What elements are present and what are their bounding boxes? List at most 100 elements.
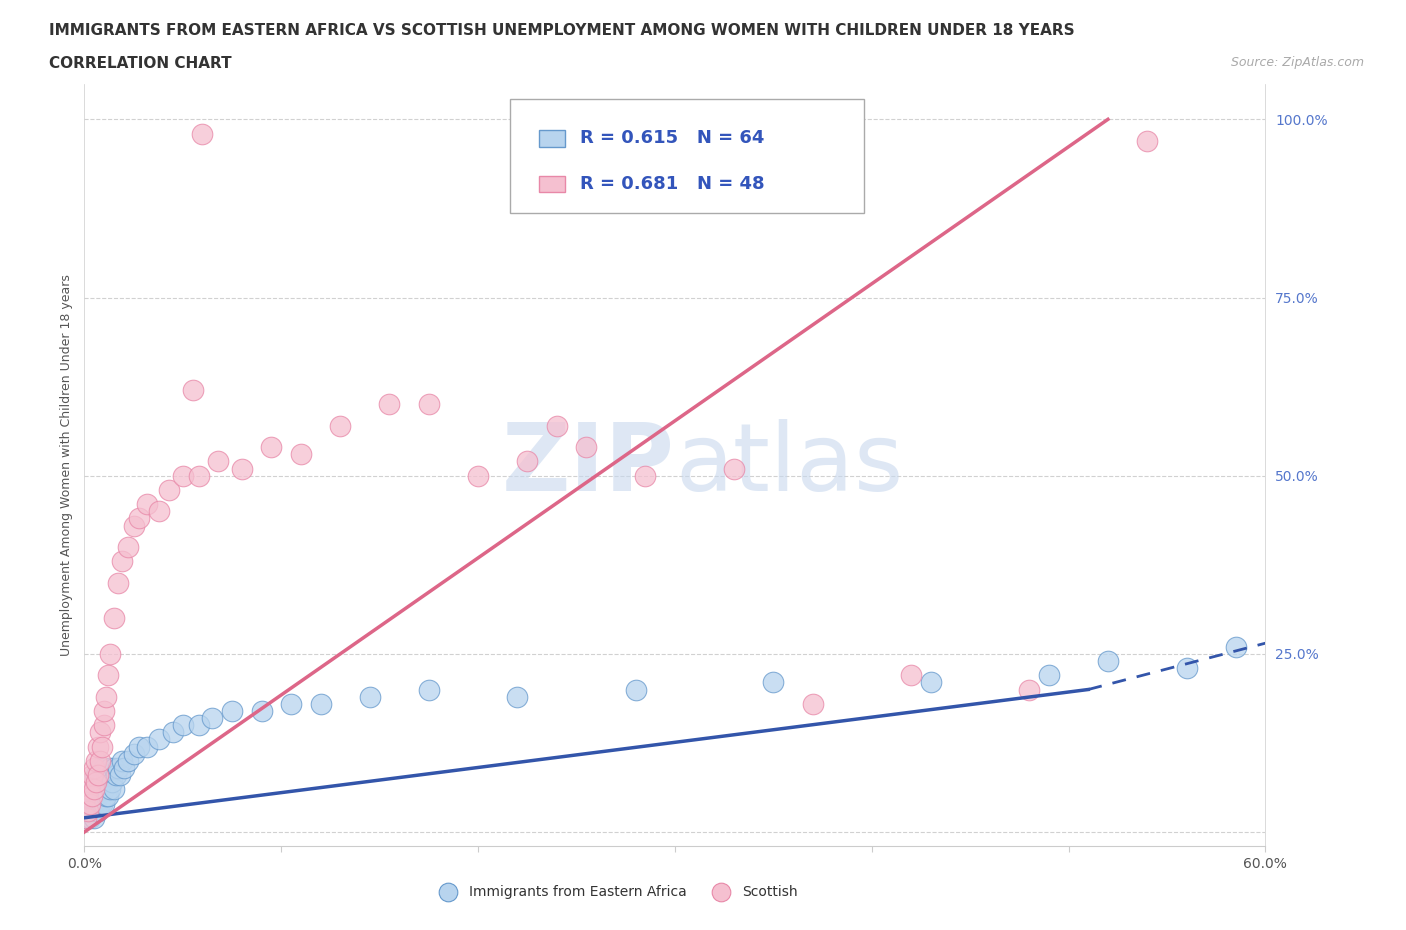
Point — [97, 767, 120, 782]
Point — [77, 804, 100, 818]
Point — [104, 767, 127, 782]
Point — [172, 718, 194, 733]
Point — [75, 810, 97, 825]
Point — [87, 767, 110, 782]
Text: ZIP: ZIP — [502, 419, 675, 511]
Point — [467, 468, 489, 483]
Point — [122, 518, 145, 533]
Point — [82, 789, 104, 804]
Point — [117, 753, 139, 768]
Point — [87, 789, 110, 804]
Point — [634, 468, 657, 483]
Point — [98, 646, 121, 661]
Point — [506, 689, 529, 704]
Point — [1136, 133, 1159, 148]
Point — [801, 697, 824, 711]
Point — [91, 775, 114, 790]
Point — [107, 761, 129, 776]
Point — [93, 703, 115, 718]
Point — [136, 739, 159, 754]
Point — [111, 753, 134, 768]
Point — [103, 782, 125, 797]
Point — [148, 732, 170, 747]
Point — [378, 397, 401, 412]
Point — [516, 454, 538, 469]
Point — [87, 767, 110, 782]
Point — [231, 461, 253, 476]
Point — [103, 611, 125, 626]
Text: atlas: atlas — [675, 419, 903, 511]
Point — [79, 796, 101, 811]
Point — [1097, 654, 1119, 669]
Point — [82, 804, 104, 818]
Point — [762, 675, 785, 690]
Text: CORRELATION CHART: CORRELATION CHART — [49, 56, 232, 71]
Point — [89, 796, 111, 811]
Point — [575, 440, 598, 455]
Point — [97, 668, 120, 683]
Point — [108, 767, 131, 782]
Bar — [538, 176, 565, 193]
Point — [290, 447, 312, 462]
Point — [624, 682, 647, 697]
Point — [98, 761, 121, 776]
Text: Source: ZipAtlas.com: Source: ZipAtlas.com — [1230, 56, 1364, 69]
Point — [89, 753, 111, 768]
Point — [329, 418, 352, 433]
Point — [91, 739, 114, 754]
Text: R = 0.615   N = 64: R = 0.615 N = 64 — [581, 129, 765, 147]
Point — [79, 775, 101, 790]
Point — [83, 782, 105, 797]
Y-axis label: Unemployment Among Women with Children Under 18 years: Unemployment Among Women with Children U… — [60, 274, 73, 656]
Point — [280, 697, 302, 711]
Point — [157, 483, 180, 498]
Point — [920, 675, 942, 690]
Point — [82, 775, 104, 790]
Point — [82, 789, 104, 804]
Point — [136, 497, 159, 512]
Point — [82, 767, 104, 782]
Point — [84, 753, 107, 768]
Point — [97, 789, 120, 804]
Point — [107, 575, 129, 590]
Point — [1038, 668, 1060, 683]
Point — [79, 810, 101, 825]
Point — [172, 468, 194, 483]
Point — [94, 689, 117, 704]
Point — [84, 789, 107, 804]
Point — [79, 782, 101, 797]
Point — [79, 796, 101, 811]
Point — [900, 668, 922, 683]
Point — [91, 796, 114, 811]
Point — [75, 796, 97, 811]
Point — [162, 724, 184, 739]
Point — [101, 775, 124, 790]
Point — [546, 418, 568, 433]
Point — [75, 789, 97, 804]
Point — [187, 468, 209, 483]
Bar — [538, 130, 565, 147]
Point — [250, 703, 273, 718]
Point — [128, 739, 150, 754]
Point — [1018, 682, 1040, 697]
Point — [111, 553, 134, 568]
Point — [89, 761, 111, 776]
Point — [77, 782, 100, 797]
Point — [83, 775, 105, 790]
Point — [94, 767, 117, 782]
Point — [122, 746, 145, 761]
Point — [359, 689, 381, 704]
Point — [112, 761, 135, 776]
Point — [1225, 639, 1247, 654]
FancyBboxPatch shape — [509, 99, 863, 213]
Point — [75, 810, 97, 825]
Point — [87, 804, 110, 818]
Point — [84, 775, 107, 790]
Point — [191, 126, 214, 141]
Point — [77, 804, 100, 818]
Point — [103, 761, 125, 776]
Text: R = 0.681   N = 48: R = 0.681 N = 48 — [581, 175, 765, 193]
Point — [83, 810, 105, 825]
Point — [93, 761, 115, 776]
Point — [128, 511, 150, 525]
